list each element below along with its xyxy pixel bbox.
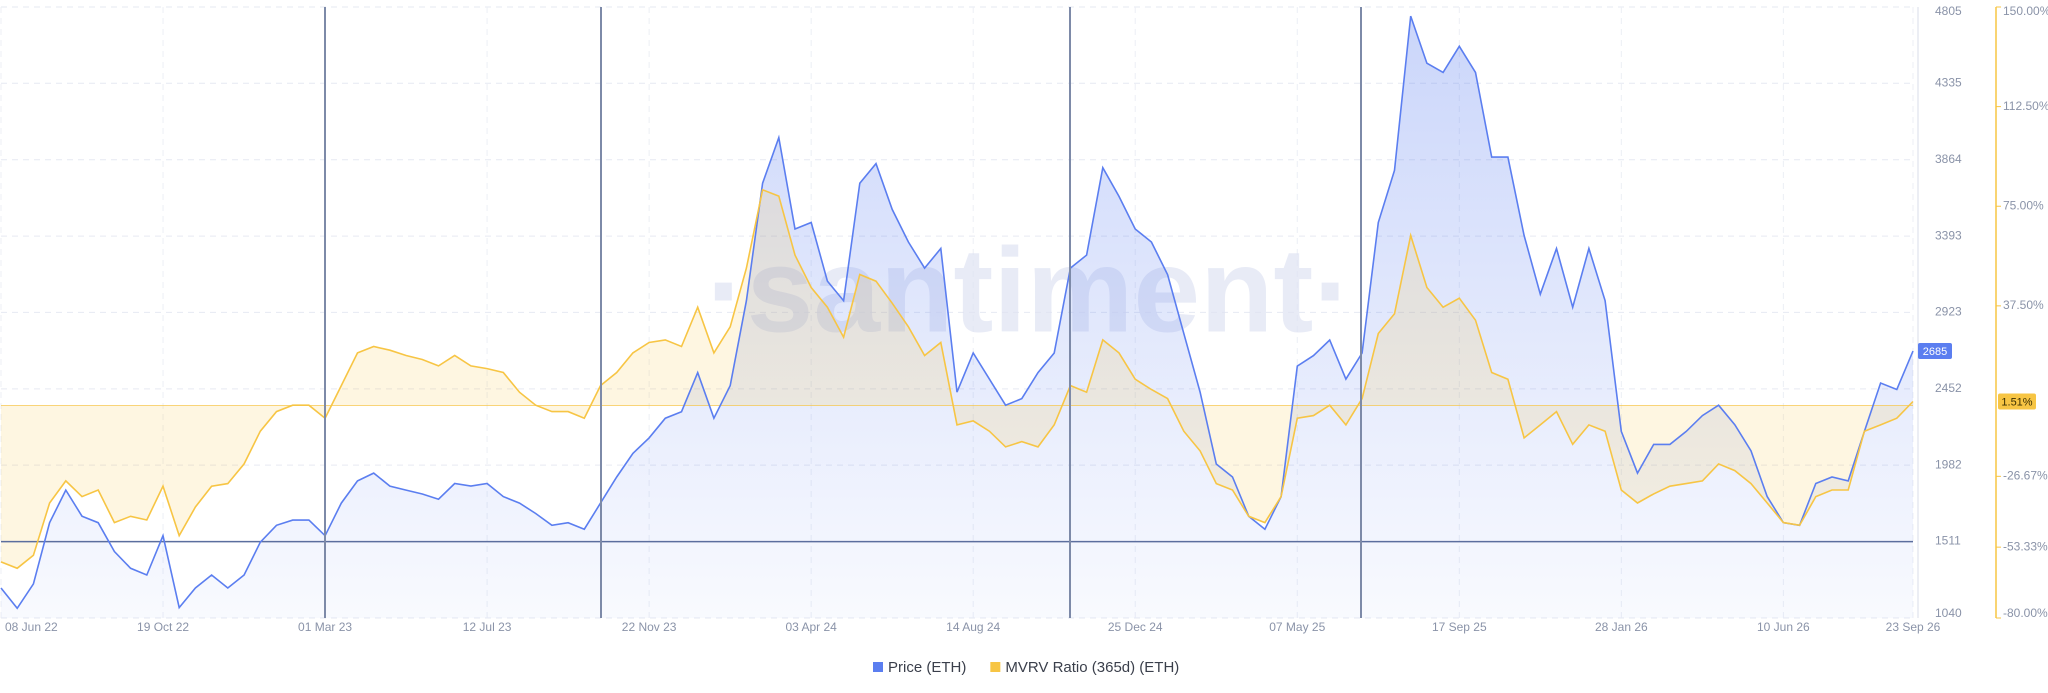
- x-tick-label: 25 Dec 24: [1108, 620, 1163, 634]
- x-tick-label: 19 Oct 22: [137, 620, 189, 634]
- y-tick-label: 1040: [1935, 606, 1962, 620]
- x-tick-label: 14 Aug 24: [946, 620, 1000, 634]
- x-tick-label: 10 Jun 26: [1757, 620, 1810, 634]
- x-tick-label: 01 Mar 23: [298, 620, 352, 634]
- x-tick-label: 28 Jan 26: [1595, 620, 1648, 634]
- value-badge-label: 2685: [1923, 346, 1947, 358]
- price-line: [0, 15, 1914, 610]
- y-tick-label: 4335: [1935, 75, 1962, 89]
- y-tick-label: 3393: [1935, 228, 1962, 242]
- x-tick-label: 23 Sep 26: [1886, 620, 1941, 634]
- value-badge-label: 1.51%: [2001, 396, 2032, 408]
- x-tick-label: 17 Sep 25: [1432, 620, 1487, 634]
- mvrv-area: [1, 189, 1913, 569]
- y2-tick-label: 75.00%: [2003, 198, 2044, 212]
- x-tick-label: 07 May 25: [1269, 620, 1325, 634]
- y-tick-label: 1982: [1935, 457, 1962, 471]
- y-tick-label: 3864: [1935, 152, 1962, 166]
- legend-label: Price (ETH): [888, 659, 966, 676]
- x-tick-label: 08 Jun 22: [5, 620, 58, 634]
- mvrv-line: [0, 188, 1914, 570]
- legend-swatch: [873, 662, 883, 672]
- annotation-lines: [324, 7, 1362, 618]
- y2-tick-label: 37.50%: [2003, 298, 2044, 312]
- x-tick-label: 22 Nov 23: [622, 620, 677, 634]
- y-tick-label: 2452: [1935, 381, 1962, 395]
- legend-swatch: [990, 662, 1001, 672]
- y2-tick-label: 112.50%: [2003, 99, 2048, 113]
- value-badge: [1998, 393, 2036, 410]
- y-tick-label: 4805: [1935, 4, 1962, 18]
- y2-tick-label: 150.00%: [2003, 4, 2048, 18]
- x-tick-label: 12 Jul 23: [463, 620, 512, 634]
- y-tick-label: 1511: [1935, 534, 1961, 548]
- price-area: [1, 16, 1913, 619]
- legend-label: MVRV Ratio (365d) (ETH): [1005, 659, 1179, 676]
- y-tick-label: 2923: [1935, 305, 1962, 319]
- value-badge: [1918, 343, 1952, 360]
- x-tick-label: 03 Apr 24: [785, 620, 837, 634]
- y2-tick-label: -26.67%: [2003, 468, 2048, 482]
- legend: Price (ETH) MVRV Ratio (365d) (ETH): [873, 659, 1179, 676]
- axes: 1040 1511 1982 2452 2923 3393 3864 4335 4805 -80.…: [5, 4, 2048, 634]
- y2-tick-label: -80.00%: [2003, 606, 2048, 620]
- plot: [0, 15, 1914, 619]
- y2-tick-label: -53.33%: [2003, 539, 2048, 553]
